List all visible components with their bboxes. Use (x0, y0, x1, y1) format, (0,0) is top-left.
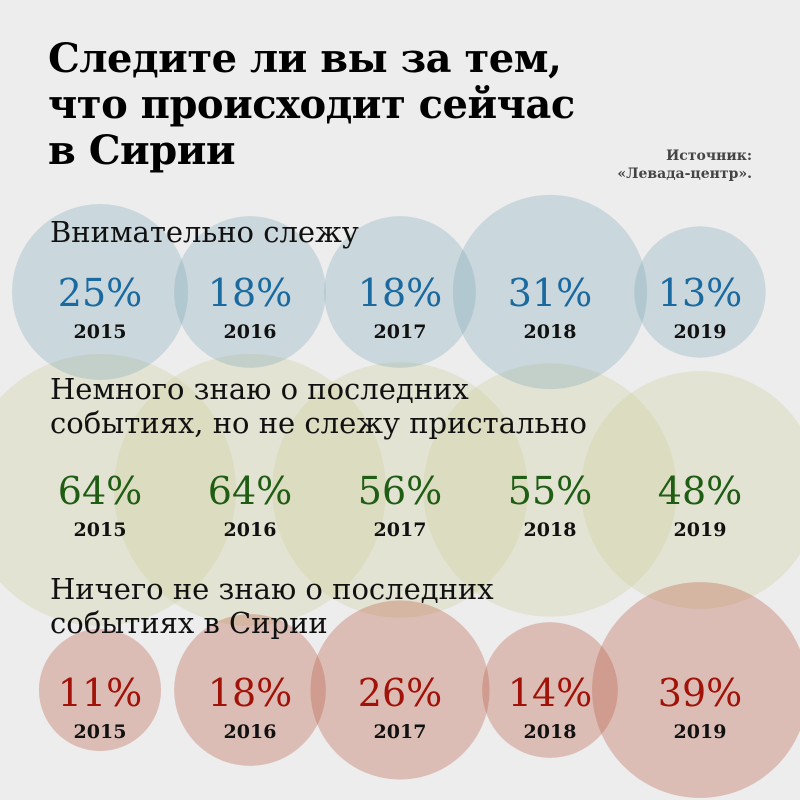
bubble-nothing-2017 (310, 600, 490, 780)
value-cell-nothing-2018: 14% 2018 (475, 672, 625, 762)
value-cell-somewhat-2019: 48% 2019 (625, 470, 775, 560)
value-label: 55% (507, 469, 593, 513)
bubble-somewhat-2016 (114, 354, 386, 626)
year-label: 2017 (373, 519, 427, 541)
source-label: Источник: (666, 148, 752, 164)
row-somewhat: 64% 2015 64% 2016 56% 2017 55% 2018 48% 2019 (25, 470, 775, 560)
bubble-somewhat-2019 (581, 371, 800, 609)
row-attentive: 25% 2015 18% 2016 18% 2017 31% 2018 13% 2019 (25, 272, 775, 362)
value-label: 56% (357, 469, 443, 513)
value-cell-nothing-2017: 26% 2017 (325, 672, 475, 762)
value-cell-somewhat-2015: 64% 2015 (25, 470, 175, 560)
bubble-attentive-2017 (324, 216, 476, 368)
value-cell-attentive-2015: 25% 2015 (25, 272, 175, 362)
value-cell-nothing-2015: 11% 2015 (25, 672, 175, 762)
value-cell-somewhat-2016: 64% 2016 (175, 470, 325, 560)
value-cell-attentive-2018: 31% 2018 (475, 272, 625, 362)
value-cell-attentive-2017: 18% 2017 (325, 272, 475, 362)
value-label: 18% (207, 671, 293, 715)
bubble-nothing-2016 (174, 614, 326, 766)
year-label: 2016 (223, 519, 277, 541)
bubble-somewhat-2017 (272, 362, 528, 618)
value-cell-attentive-2016: 18% 2016 (175, 272, 325, 362)
value-label: 48% (657, 469, 743, 513)
row-nothing: 11% 2015 18% 2016 26% 2017 14% 2018 39% 2019 (25, 672, 775, 762)
value-cell-nothing-2016: 18% 2016 (175, 672, 325, 762)
bubble-somewhat-2018 (423, 363, 677, 617)
value-cell-somewhat-2018: 55% 2018 (475, 470, 625, 560)
year-label: 2015 (73, 721, 127, 743)
bubble-nothing-2019 (592, 582, 800, 798)
bubble-attentive-2015 (12, 204, 188, 380)
section-title-somewhat: Немного знаю о последних событиях, но не… (50, 372, 587, 440)
bubble-attentive-2018 (452, 194, 648, 390)
year-label: 2018 (523, 721, 577, 743)
year-label: 2019 (673, 519, 727, 541)
value-label: 26% (357, 671, 443, 715)
value-cell-nothing-2019: 39% 2019 (625, 672, 775, 762)
year-label: 2016 (223, 321, 277, 343)
year-label: 2016 (223, 721, 277, 743)
value-label: 25% (57, 271, 143, 315)
value-label: 18% (207, 271, 293, 315)
value-label: 64% (207, 469, 293, 513)
value-label: 64% (57, 469, 143, 513)
value-cell-attentive-2019: 13% 2019 (625, 272, 775, 362)
year-label: 2019 (673, 721, 727, 743)
bubble-nothing-2018 (482, 622, 618, 758)
value-label: 39% (657, 671, 743, 715)
value-label: 14% (507, 671, 593, 715)
year-label: 2017 (373, 321, 427, 343)
value-cell-somewhat-2017: 56% 2017 (325, 470, 475, 560)
year-label: 2018 (523, 519, 577, 541)
year-label: 2017 (373, 721, 427, 743)
bubble-attentive-2019 (634, 226, 766, 358)
source-name: «Левада-центр». (617, 166, 752, 182)
bubble-attentive-2016 (174, 216, 326, 368)
value-label: 11% (57, 671, 143, 715)
year-label: 2015 (73, 519, 127, 541)
bubble-somewhat-2015 (0, 354, 236, 626)
value-label: 31% (507, 271, 593, 315)
page-title: Следите ли вы за тем, что происходит сей… (48, 35, 575, 174)
year-label: 2019 (673, 321, 727, 343)
bubble-nothing-2015 (38, 628, 162, 752)
section-title-nothing: Ничего не знаю о последних событиях в Си… (50, 572, 494, 640)
year-label: 2015 (73, 321, 127, 343)
section-title-attentive: Внимательно слежу (50, 215, 359, 249)
year-label: 2018 (523, 321, 577, 343)
value-label: 13% (657, 271, 743, 315)
source-note: Источник: «Левада-центр». (617, 147, 752, 183)
value-label: 18% (357, 271, 443, 315)
